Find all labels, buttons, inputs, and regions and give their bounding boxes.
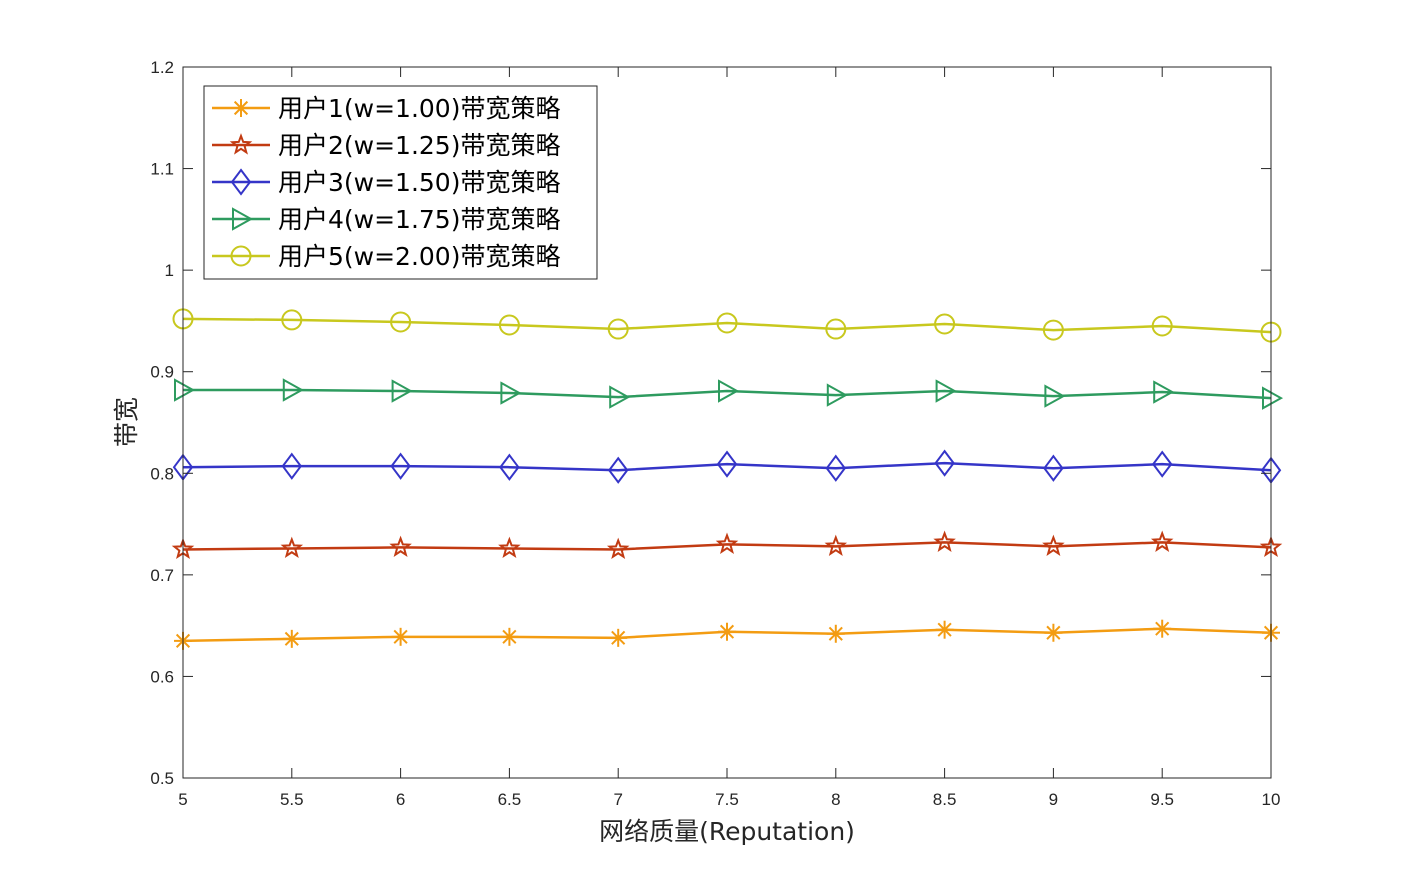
x-tick-label: 6 [396,790,405,809]
x-tick-label: 7.5 [715,790,739,809]
x-tick-label: 9.5 [1150,790,1174,809]
series-3-point [607,456,629,484]
series-5-point [390,311,412,333]
x-tick-label: 8.5 [933,790,957,809]
series-2-point [280,536,304,559]
series-4-point [174,378,196,402]
x-tick-label: 5 [178,790,187,809]
x-tick-label: 7 [613,790,622,809]
legend-marker [230,168,252,196]
series-3-point [390,452,411,480]
y-tick-label: 1 [165,261,174,280]
series-1-point [1153,619,1172,638]
legend-label: 用户4(w=1.75)带宽策略 [278,205,560,234]
legend-item: 用户4(w=1.75)带宽策略 [212,205,560,234]
legend: 用户1(w=1.00)带宽策略用户2(w=1.25)带宽策略用户3(w=1.50… [203,85,598,280]
series-1-point [826,624,845,643]
y-tick-label: 0.8 [150,464,174,483]
series-4-point [609,385,631,409]
series-5-point [1042,319,1064,341]
series-1-point [282,629,301,648]
series-3-point [825,454,847,482]
legend-label: 用户5(w=2.00)带宽策略 [278,242,560,271]
axes-layer: 5 5.5 6 6.5 7 7.5 8 8.5 9 9.5 10 0.5 0.6 0.7 0.8 0.9 1 1.… [150,58,1280,809]
series-2-line [182,541,1272,551]
legend-marker [229,133,253,155]
legend-label: 用户1(w=1.00)带宽策略 [278,94,560,123]
series-5 [172,308,1282,343]
legend-item: 用户1(w=1.00)带宽策略 [212,94,560,123]
series-3-point [716,450,738,478]
series-4-point [826,383,848,407]
series-3-point [1151,450,1173,478]
series-3 [172,449,1282,484]
y-tick-label: 1.2 [150,58,174,77]
series-2-point [933,530,956,552]
legend-marker [230,245,252,267]
y-tick-label: 1.1 [150,160,174,179]
y-tick-label: 0.9 [150,363,174,382]
series-5-point [498,314,520,336]
series-5-point [281,309,303,331]
series-5-point [607,318,629,340]
series-1-point [935,620,954,639]
series-2-point [824,534,848,556]
series-4-point [935,379,957,403]
series-2-point [1042,534,1065,556]
series-2-point [606,537,630,560]
series-4 [174,378,1284,410]
series-3-point [1043,454,1064,482]
series-3-point [499,453,520,481]
legend-label: 用户3(w=1.50)带宽策略 [278,168,560,197]
legend-label: 用户2(w=1.25)带宽策略 [278,131,560,160]
series-1 [174,619,1280,650]
series-1-point [391,627,410,646]
series-2-point [1150,530,1174,552]
series-4-point [1153,380,1175,404]
series-3-point [934,449,955,477]
series-5-point [716,312,738,334]
series-2-point [389,535,412,558]
series-1-point [609,628,628,647]
legend-marker [232,99,250,117]
series-1-point [500,627,519,646]
y-tick-label: 0.6 [150,667,174,686]
legend-item: 用户2(w=1.25)带宽策略 [212,131,560,160]
legend-marker [232,207,254,231]
series-4-point [718,379,740,403]
series-4-point [391,379,413,403]
series-1-point [1044,623,1063,642]
series-5-point [934,313,956,335]
legend-item: 用户5(w=2.00)带宽策略 [212,242,560,271]
y-tick-label: 0.5 [150,769,174,788]
series-3-point [281,452,303,480]
series-2-point [498,536,521,559]
x-tick-label: 5.5 [280,790,304,809]
series-4-line [183,388,1272,400]
series-1-point [718,622,736,641]
x-tick-label: 6.5 [498,790,522,809]
x-tick-label: 9 [1049,790,1058,809]
y-tick-label: 0.7 [150,566,174,585]
series-2-point [715,532,739,554]
series-4-point [1262,386,1284,410]
x-axis-title: 网络质量(Reputation) [599,817,855,846]
x-tick-label: 8 [831,790,840,809]
x-tick-label: 10 [1262,790,1281,809]
series-5-point [825,318,847,340]
legend-item: 用户3(w=1.50)带宽策略 [212,168,560,197]
series-4-point [282,378,304,402]
series-5-line [182,317,1272,334]
series-5-point [1151,315,1173,337]
series-4-point [500,381,522,405]
series-4-point [1044,384,1066,408]
y-axis-title: 带宽 [112,397,141,447]
series-3-line [182,461,1272,472]
series-layer [171,308,1284,650]
